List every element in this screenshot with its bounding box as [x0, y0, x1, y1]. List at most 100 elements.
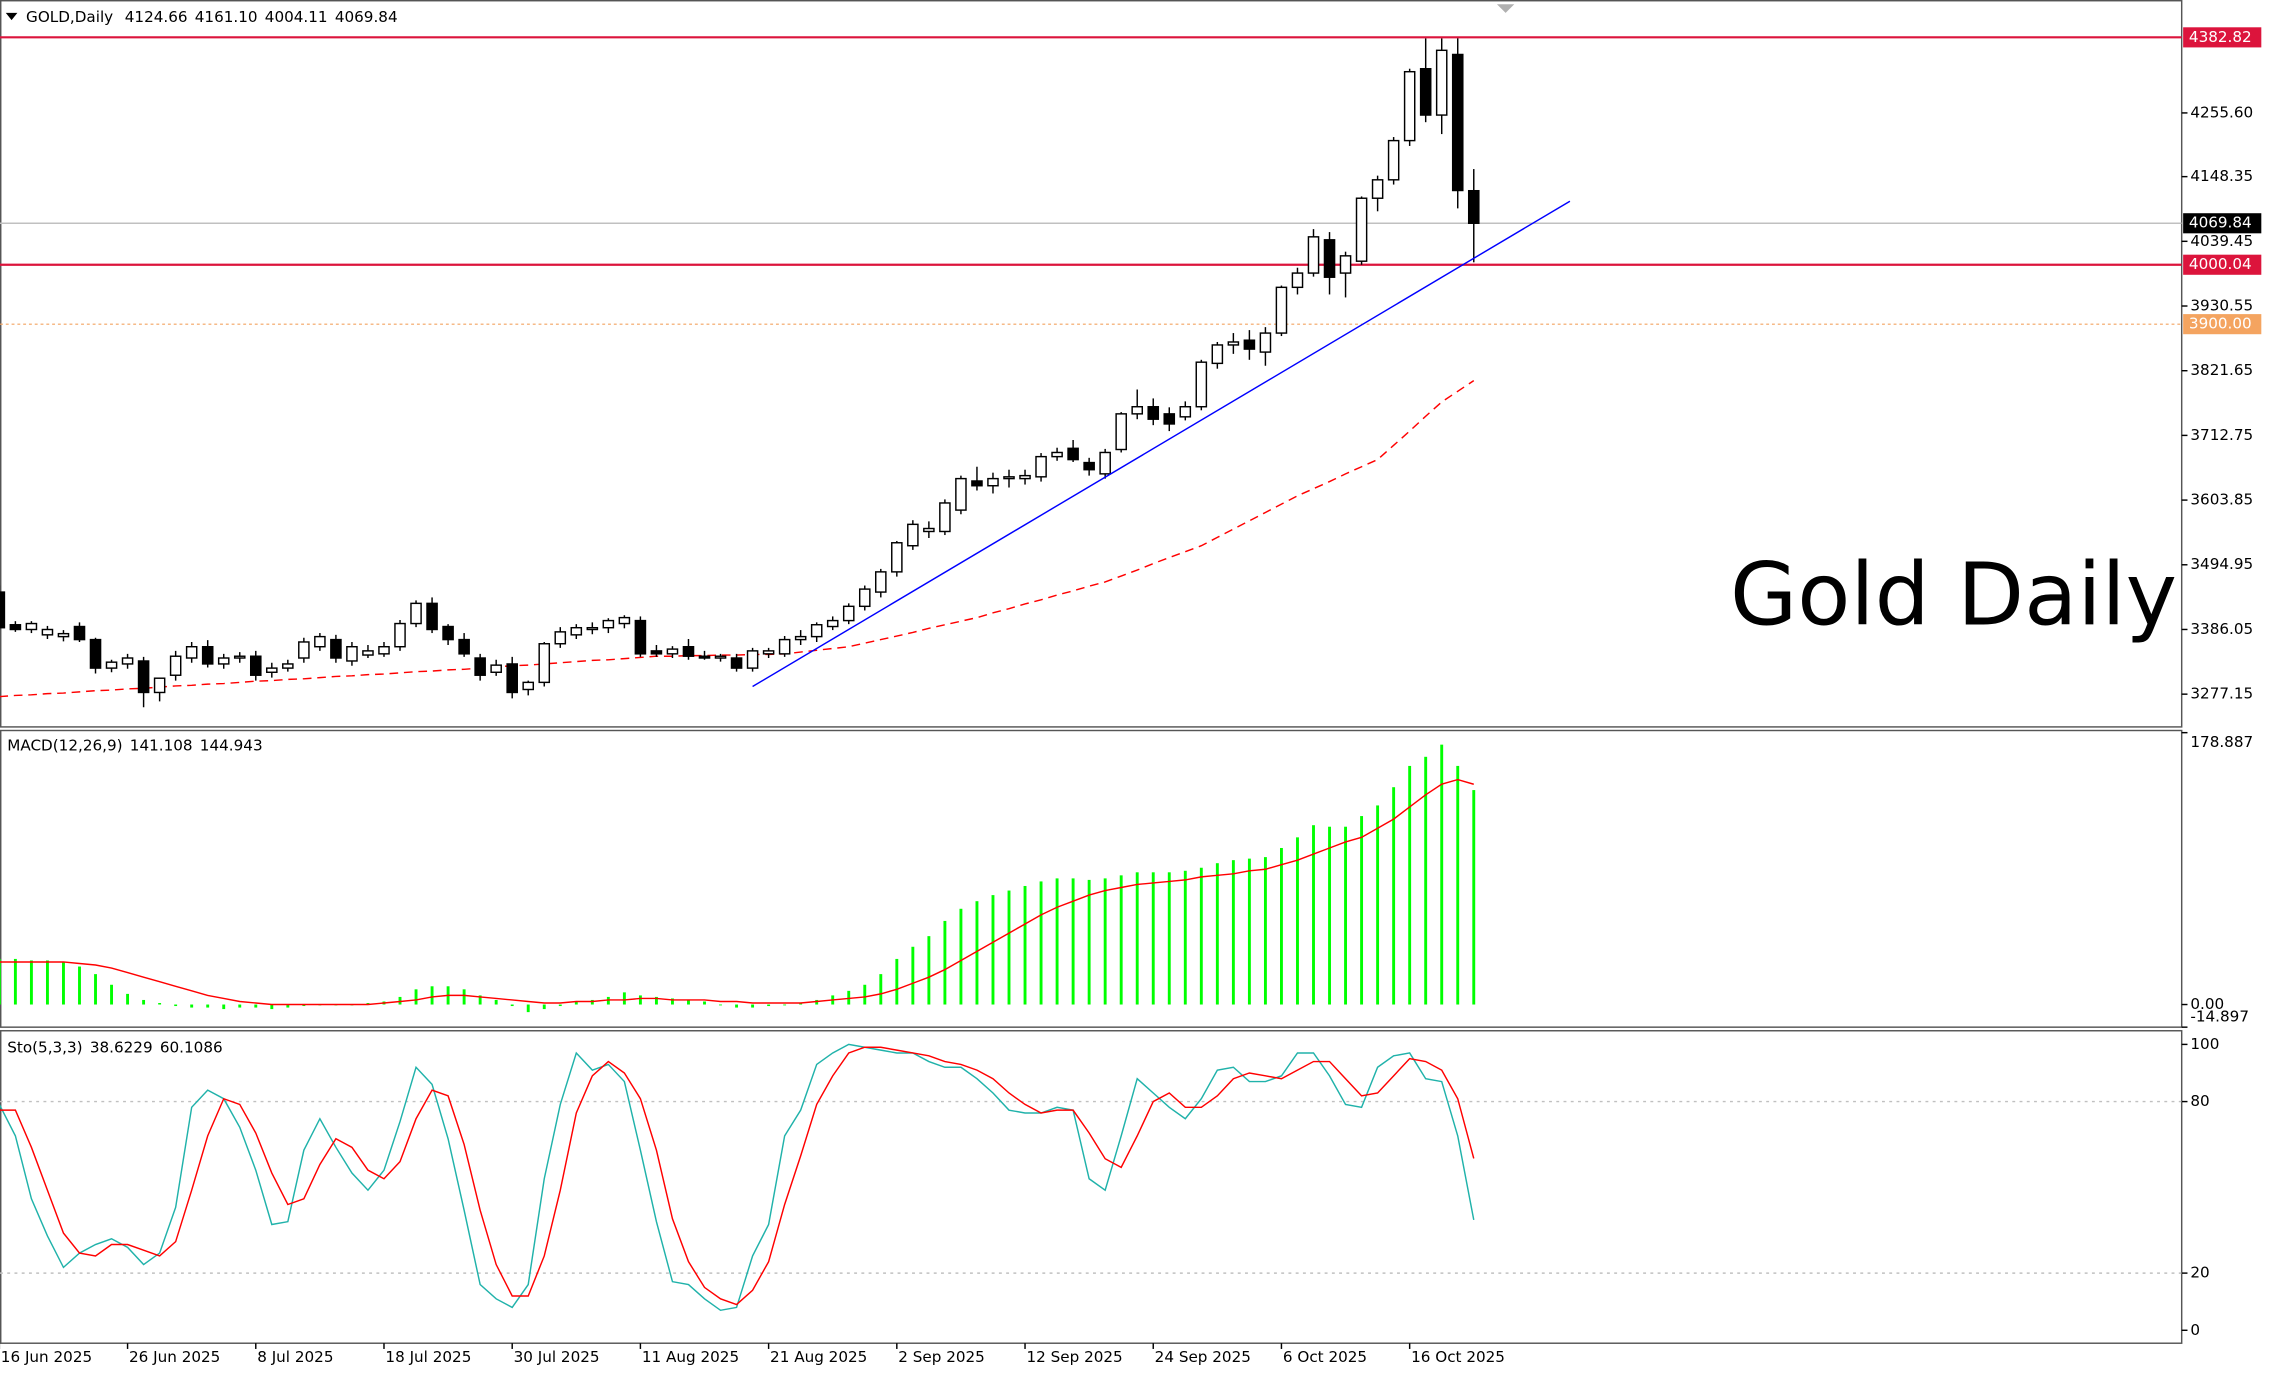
candle-body [217, 657, 230, 665]
macd-panel [0, 729, 2183, 1028]
candle-body [842, 605, 855, 622]
candle-body [762, 650, 775, 655]
candle-body [1211, 344, 1224, 365]
macd-bar [478, 995, 482, 1005]
macd-bar [911, 946, 915, 1005]
y-tick-label: 3821.65 [2190, 361, 2253, 379]
macd-bar [1087, 879, 1091, 1005]
macd-bar [1135, 872, 1139, 1005]
main-panel [0, 0, 2183, 728]
candle-body [1115, 413, 1127, 451]
candle-body [89, 638, 102, 669]
x-tick-label: 8 Jul 2025 [257, 1348, 333, 1366]
macd-main-value: 141.108 [130, 736, 193, 754]
macd-bar [703, 1001, 706, 1005]
candle-body [875, 571, 887, 593]
stochastic-signal-value: 60.1086 [160, 1038, 223, 1056]
macd-bar [1360, 816, 1364, 1005]
macd-bar [94, 974, 97, 1005]
y-tick-label: 100 [2190, 1035, 2219, 1053]
candle-body [201, 646, 214, 665]
candle-body [394, 622, 406, 648]
candle-body [1371, 179, 1384, 199]
price-label-box [2183, 254, 2262, 275]
x-tick-label: 26 Jun 2025 [129, 1348, 220, 1366]
candle-body [1323, 239, 1336, 278]
candle-body [1163, 413, 1176, 425]
candle-body [698, 655, 711, 659]
macd-bar [719, 1004, 722, 1006]
macd-bar [1328, 826, 1331, 1005]
macd-bar [687, 999, 690, 1005]
candle-body [955, 477, 967, 511]
candle-body [746, 650, 759, 669]
candle-body [858, 588, 871, 608]
macd-bar [1023, 885, 1027, 1005]
y-tick-label: 4255.60 [2190, 103, 2253, 121]
plot-area [0, 36, 2182, 708]
candle-body [314, 635, 326, 648]
macd-bar [286, 1004, 290, 1008]
macd-bar [13, 958, 17, 1005]
macd-bar [398, 996, 402, 1005]
y-tick-label: 4148.35 [2190, 167, 2253, 185]
y-tick-label: 3603.85 [2190, 491, 2253, 509]
macd-title: MACD(12,26,9) [7, 736, 122, 754]
y-tick-label: 20 [2190, 1264, 2209, 1282]
candle-body [1131, 406, 1144, 415]
candle-body [506, 663, 518, 694]
chart-header: GOLD,Daily 4124.66 4161.10 4004.11 4069.84 [26, 8, 398, 26]
candle-body [987, 477, 999, 487]
candle-body [57, 632, 70, 638]
candle-body [1019, 474, 1031, 480]
y-tick-label: 0 [2190, 1321, 2200, 1339]
macd-bar [110, 984, 113, 1005]
candle-body [1355, 197, 1368, 262]
candle-body [714, 655, 727, 659]
candle-body [298, 641, 310, 659]
x-tick-label: 30 Jul 2025 [514, 1348, 600, 1366]
y-tick-label: 4039.45 [2190, 232, 2253, 250]
macd-signal-line [0, 778, 1474, 1006]
candle-body [826, 619, 839, 628]
candle-body [41, 628, 54, 636]
macd-bar [991, 895, 995, 1005]
high-value: 4161.10 [195, 8, 258, 26]
macd-bar [29, 960, 33, 1005]
x-tick-label: 16 Oct 2025 [1411, 1348, 1505, 1366]
candle-body [1291, 272, 1304, 289]
candle-body [1419, 68, 1432, 116]
candle-body [1147, 406, 1160, 420]
candle-body [730, 657, 743, 669]
macd-bar [751, 1004, 755, 1008]
price-label-box [2183, 314, 2262, 335]
y-tick-label: 3930.55 [2190, 297, 2253, 315]
candle-body [618, 616, 631, 625]
macd-bar [510, 1004, 514, 1007]
macd-bar [574, 1001, 578, 1005]
candle-body [939, 502, 951, 533]
stochastic-title: Sto(5,3,3) [7, 1038, 82, 1056]
macd-bar [654, 996, 658, 1005]
candle-body [522, 681, 535, 691]
menu-arrow[interactable] [5, 12, 18, 21]
close-value: 4069.84 [335, 8, 398, 26]
macd-bar [959, 908, 963, 1005]
candle-body [137, 660, 150, 694]
macd-bar [238, 1004, 242, 1008]
macd-bar [879, 974, 883, 1005]
trendline [752, 200, 1571, 688]
macd-bar [1119, 875, 1123, 1005]
macd-bar [943, 920, 947, 1005]
macd-header: MACD(12,26,9) 141.108 144.943 [7, 736, 262, 754]
candle-body [666, 648, 679, 655]
chart-shift-marker[interactable] [1496, 4, 1515, 13]
macd-bar [174, 1004, 178, 1007]
candle-body [923, 527, 935, 533]
candle-body [346, 646, 358, 662]
macd-bar [1392, 787, 1396, 1005]
stochastic-main-value: 38.6229 [90, 1038, 153, 1056]
y-tick-label: -14.897 [2190, 1008, 2249, 1026]
